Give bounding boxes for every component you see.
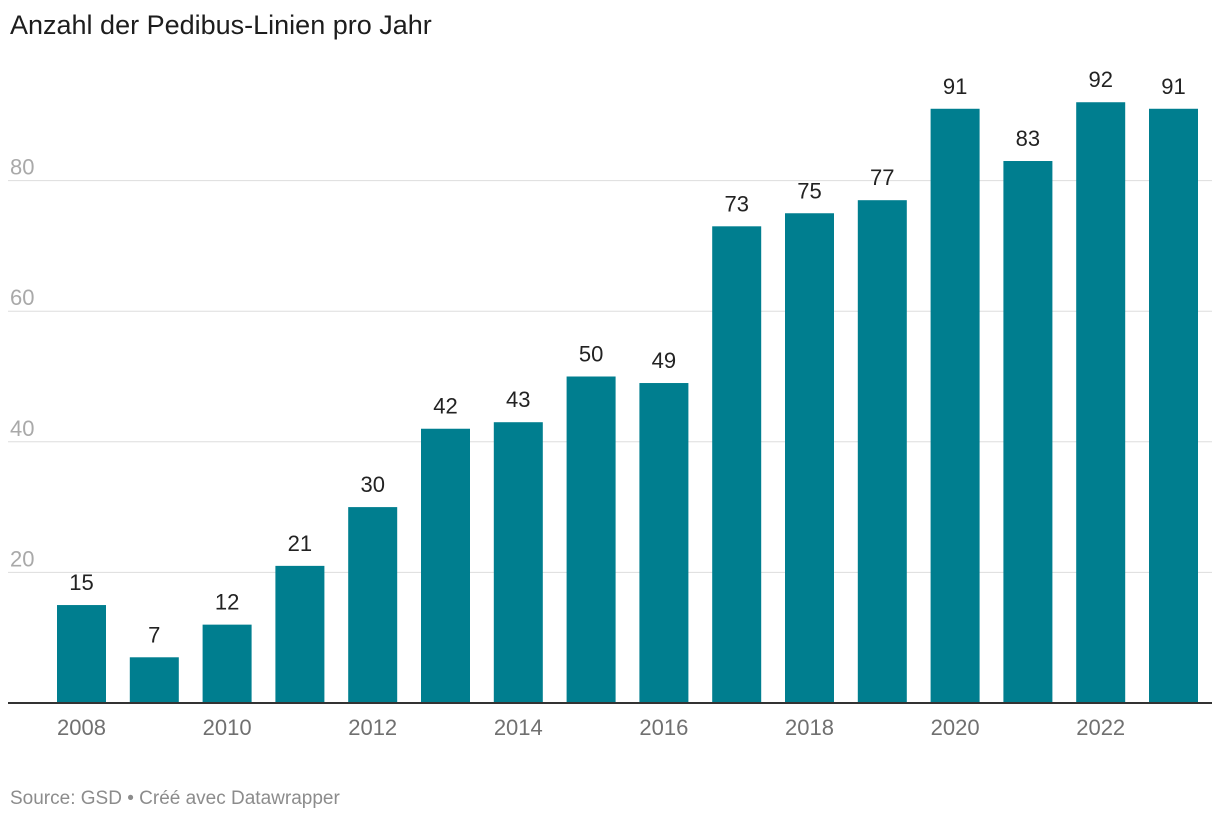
data-label-2013: 42 <box>433 394 457 419</box>
bar-2023 <box>1149 108 1198 703</box>
bar-2011 <box>275 565 325 703</box>
data-label-2015: 50 <box>579 342 603 367</box>
bar-2009 <box>129 657 179 703</box>
x-tick-label-2012: 2012 <box>348 715 397 740</box>
bar-2022 <box>1076 102 1126 704</box>
bar-2017 <box>712 226 762 703</box>
data-label-2008: 15 <box>69 570 93 595</box>
y-tick-label-40: 40 <box>10 416 34 441</box>
x-tick-label-2010: 2010 <box>203 715 252 740</box>
x-tick-label-2014: 2014 <box>494 715 543 740</box>
data-labels-group: 15 7 12 21 30 42 43 50 49 73 75 77 91 83 92 91 <box>69 67 1185 647</box>
data-label-2017: 73 <box>724 191 748 216</box>
x-tick-label-2018: 2018 <box>785 715 834 740</box>
x-tick-label-2008: 2008 <box>57 715 106 740</box>
data-label-2020: 91 <box>943 74 967 99</box>
data-label-2010: 12 <box>215 590 239 615</box>
y-tick-label-80: 80 <box>10 155 34 180</box>
bar-2008 <box>57 605 106 703</box>
bar-2020 <box>930 108 980 703</box>
source-footer: Source: GSD • Créé avec Datawrapper <box>10 788 340 809</box>
x-tick-label-2022: 2022 <box>1076 715 1125 740</box>
chart-title: Anzahl der Pedibus-Linien pro Jahr <box>10 10 432 40</box>
bar-2013 <box>421 428 470 703</box>
data-label-2009: 7 <box>148 622 160 647</box>
data-label-2018: 75 <box>797 178 821 203</box>
data-label-2011: 21 <box>288 531 312 556</box>
bar-2014 <box>493 422 543 703</box>
bar-2018 <box>785 213 834 703</box>
data-label-2012: 30 <box>360 472 384 497</box>
bar-2015 <box>566 376 616 703</box>
bar-2012 <box>348 507 398 703</box>
data-label-2019: 77 <box>870 165 894 190</box>
data-label-2021: 83 <box>1016 126 1040 151</box>
bar-2016 <box>639 383 689 703</box>
bar-2021 <box>1003 161 1053 703</box>
x-axis: 2008 2010 2012 2014 2016 2018 2020 2022 <box>8 702 1212 740</box>
bar-2010 <box>202 624 252 703</box>
x-tick-label-2016: 2016 <box>639 715 688 740</box>
data-label-2022: 92 <box>1088 67 1112 92</box>
y-tick-label-20: 20 <box>10 546 34 571</box>
x-tick-label-2020: 2020 <box>931 715 980 740</box>
y-tick-label-60: 60 <box>10 285 34 310</box>
bars-group <box>57 102 1198 704</box>
bar-2019 <box>857 200 907 703</box>
data-label-2014: 43 <box>506 387 530 412</box>
data-label-2023: 91 <box>1161 74 1185 99</box>
data-label-2016: 49 <box>652 348 676 373</box>
